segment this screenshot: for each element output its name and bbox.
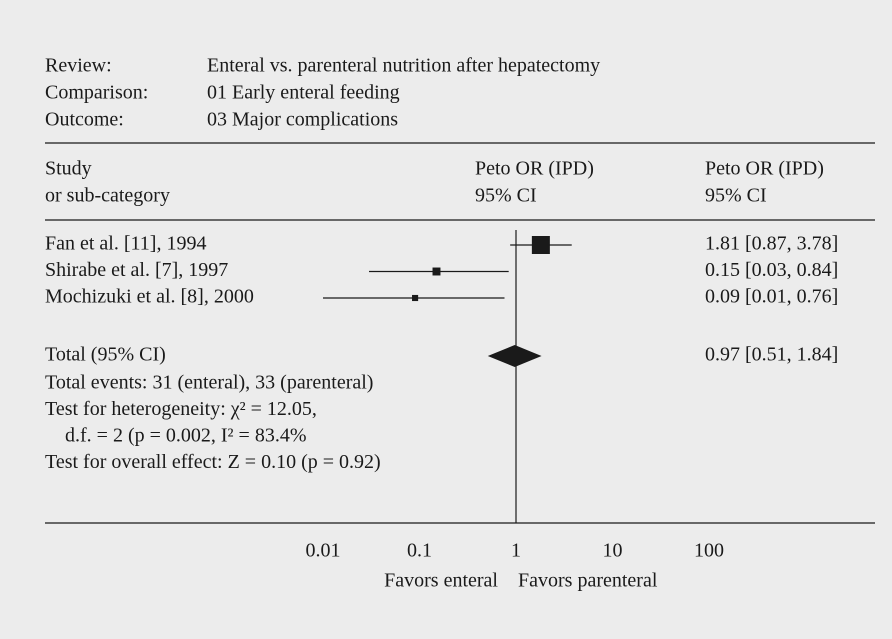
note: Total events: 31 (enteral), 33 (parenter… [45,372,373,394]
favors-right: Favors parenteral [518,570,658,592]
study-name: Mochizuki et al. [8], 2000 [45,286,254,308]
total-label: Total (95% CI) [45,344,166,366]
point-estimate [432,267,441,276]
value-label: 0.15 [0.03, 0.84] [705,259,838,281]
x-tick-label: 0.01 [306,540,341,562]
favors-left: Favors enteral [384,570,498,592]
comparison: 01 Early enteral feeding [207,82,400,104]
point-estimate [412,294,419,302]
column-header: Study [45,158,92,180]
comparison-label: Comparison: [45,82,148,104]
value-label: 1.81 [0.87, 3.78] [705,233,838,255]
value-label: 0.09 [0.01, 0.76] [705,286,838,308]
column-header: 95% CI [475,185,537,207]
outcome: 03 Major complications [207,109,398,131]
study-name: Fan et al. [11], 1994 [45,233,206,255]
note: Test for heterogeneity: χ² = 12.05, [45,398,317,420]
column-header: Peto OR (IPD) [475,158,594,180]
total-value-label: 0.97 [0.51, 1.84] [705,344,838,366]
note: Test for overall effect: Z = 0.10 (p = 0… [45,451,381,473]
outcome-label: Outcome: [45,109,124,131]
note: d.f. = 2 (p = 0.002, I² = 83.4% [65,425,306,447]
study-name: Shirabe et al. [7], 1997 [45,259,228,281]
point-estimate [531,236,550,254]
column-header: 95% CI [705,185,767,207]
x-tick-label: 10 [603,540,623,562]
total-diamond [487,345,542,367]
x-tick-label: 0.1 [407,540,432,562]
x-tick-label: 100 [694,540,724,562]
column-header: Peto OR (IPD) [705,158,824,180]
column-header: or sub-category [45,185,170,207]
review-label: Review: [45,55,112,77]
x-tick-label: 1 [511,540,521,562]
review: Enteral vs. parenteral nutrition after h… [207,55,600,77]
